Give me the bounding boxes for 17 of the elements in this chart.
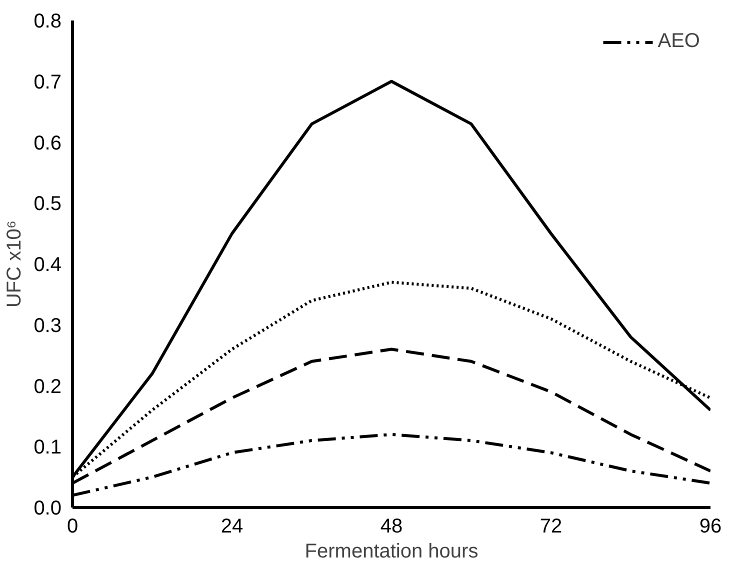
y-tick-label: 0.8	[34, 10, 62, 32]
x-tick-label: 24	[220, 516, 244, 538]
y-tick-label: 0.3	[34, 314, 62, 337]
y-tick-label: 0.6	[34, 132, 62, 154]
x-tick-label: 48	[380, 516, 403, 538]
y-axis-title: UFC x10⁶	[4, 220, 26, 308]
legend-label: AEO	[658, 30, 700, 53]
y-tick-label: 0.4	[34, 254, 62, 276]
y-tick-label: 0.7	[34, 71, 62, 94]
y-tick-label: 0.5	[34, 193, 62, 216]
x-tick-label: 72	[540, 516, 562, 538]
x-tick-label: 0	[66, 516, 78, 538]
y-tick-label: 0.1	[34, 436, 62, 459]
x-axis-title: Fermentation hours	[304, 540, 478, 562]
y-tick-label: 0.2	[34, 376, 62, 398]
x-tick-label: 96	[699, 516, 722, 538]
y-tick-label: 0.0	[34, 498, 62, 520]
